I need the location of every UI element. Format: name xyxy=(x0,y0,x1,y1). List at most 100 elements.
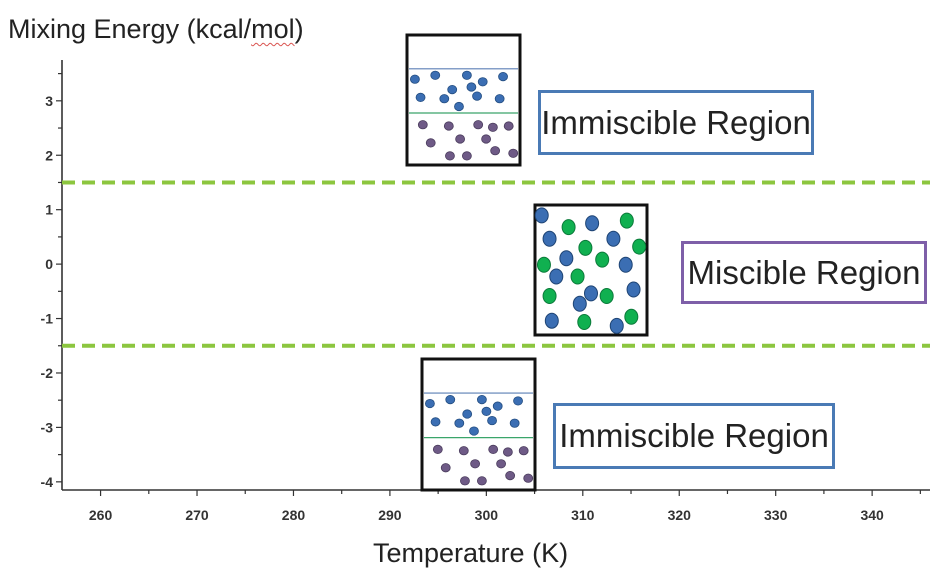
molecule-purple xyxy=(488,444,499,454)
molecule-purple xyxy=(473,120,484,130)
molecule-blue xyxy=(492,401,503,411)
molecule-purple xyxy=(476,476,487,486)
molecule-blue xyxy=(481,406,492,416)
x-tick-label: 300 xyxy=(475,507,499,523)
molecule-purple xyxy=(487,122,498,132)
region-label-text: Immiscible Region xyxy=(541,103,811,141)
molecule-purple xyxy=(460,476,470,486)
y-tick-label: 3 xyxy=(45,93,53,109)
molecule-purple xyxy=(505,470,516,481)
molecule-purple xyxy=(440,463,451,473)
region-label-text: Immiscible Region xyxy=(559,417,829,454)
y-tick-label: 0 xyxy=(45,256,53,272)
x-tick-label: 260 xyxy=(89,507,113,523)
x-tick-label: 290 xyxy=(378,507,402,523)
molecule-purple xyxy=(425,138,436,148)
molecule-green xyxy=(619,212,634,229)
molecule-blue xyxy=(494,94,505,104)
x-tick-label: 280 xyxy=(282,507,306,523)
x-tick-label: 310 xyxy=(571,507,595,523)
y-axis-unit: mol xyxy=(251,14,295,44)
molecule-blue xyxy=(626,281,641,298)
y-tick-label: -1 xyxy=(41,311,54,327)
molecule-purple xyxy=(503,121,514,131)
y-tick-label: 1 xyxy=(45,202,53,218)
molecule-green xyxy=(536,256,551,273)
molecule-blue xyxy=(472,91,482,101)
molecule-blue xyxy=(445,395,456,405)
molecule-blue xyxy=(439,94,450,104)
x-tick-label: 270 xyxy=(185,507,209,523)
x-tick-label: 320 xyxy=(668,507,692,523)
molecule-blue xyxy=(618,256,633,273)
molecule-green xyxy=(578,239,593,256)
molecule-blue xyxy=(454,101,464,112)
molecule-purple xyxy=(481,134,492,144)
y-axis-label-text: Mixing Energy (kcal/mol) xyxy=(8,14,304,44)
molecule-purple xyxy=(523,473,534,483)
molecule-blue xyxy=(469,426,479,436)
beaker-miscible xyxy=(533,203,649,337)
y-tick-label: 2 xyxy=(45,147,53,163)
molecule-blue xyxy=(542,230,557,247)
y-ticks: 3 2 1 0 -1 -2 -3 -4 xyxy=(41,73,62,490)
molecule-blue xyxy=(509,418,520,428)
molecule-blue xyxy=(549,268,564,285)
molecule-blue xyxy=(477,77,488,87)
molecule-green xyxy=(632,238,647,255)
molecule-green xyxy=(561,219,576,236)
molecule-blue xyxy=(430,417,441,427)
molecule-purple xyxy=(518,446,529,456)
x-tick-label: 340 xyxy=(860,507,884,523)
x-axis-label: Temperature (K) xyxy=(373,538,569,568)
molecule-blue xyxy=(609,317,624,334)
molecule-blue xyxy=(476,395,487,405)
molecule-purple xyxy=(458,446,469,456)
threshold-lines xyxy=(62,180,930,348)
molecule-blue xyxy=(447,85,458,95)
molecule-purple xyxy=(502,447,513,457)
molecule-green xyxy=(570,268,585,285)
molecule-green xyxy=(577,314,592,330)
molecule-blue xyxy=(498,72,508,82)
molecule-blue xyxy=(606,230,621,247)
molecule-blue xyxy=(584,285,598,302)
molecule-blue xyxy=(487,415,497,426)
molecule-blue xyxy=(410,74,420,84)
molecule-blue xyxy=(572,295,587,312)
molecule-purple xyxy=(432,444,443,454)
immiscible-region-label-bottom: Immiscible Region xyxy=(553,403,835,469)
molecule-blue xyxy=(454,418,465,428)
molecule-green xyxy=(624,308,639,325)
molecule-blue xyxy=(559,250,574,267)
region-label-text: Miscible Region xyxy=(687,253,921,291)
molecule-blue xyxy=(466,82,477,92)
molecule-purple xyxy=(470,459,481,469)
molecule-blue xyxy=(544,312,559,329)
y-tick-label: -2 xyxy=(41,365,54,381)
molecule-green xyxy=(542,288,557,304)
y-axis-label: Mixing Energy (kcal/mol) xyxy=(8,14,304,45)
molecule-blue xyxy=(415,92,426,103)
beaker-immiscible-top xyxy=(405,33,522,167)
molecule-blue xyxy=(461,70,472,80)
immiscible-region-label-top: Immiscible Region xyxy=(538,90,814,155)
y-tick-label: -4 xyxy=(41,474,54,490)
molecule-blue xyxy=(425,398,435,409)
molecule-blue xyxy=(430,70,441,80)
molecule-green xyxy=(599,288,614,304)
molecule-green xyxy=(595,251,610,268)
molecule-purple xyxy=(508,148,519,158)
molecule-purple xyxy=(417,120,428,130)
x-tick-label: 330 xyxy=(764,507,788,523)
molecule-blue xyxy=(585,215,600,232)
molecule-purple xyxy=(445,151,455,161)
beaker-immiscible-bottom xyxy=(420,357,537,492)
beakers xyxy=(405,33,649,492)
x-ticks: 260 270 280 290 300 310 320 330 340 xyxy=(89,490,921,523)
molecule-purple xyxy=(496,459,507,469)
molecule-purple xyxy=(455,134,466,144)
molecule-blue xyxy=(513,396,523,406)
molecule-purple xyxy=(461,151,472,161)
